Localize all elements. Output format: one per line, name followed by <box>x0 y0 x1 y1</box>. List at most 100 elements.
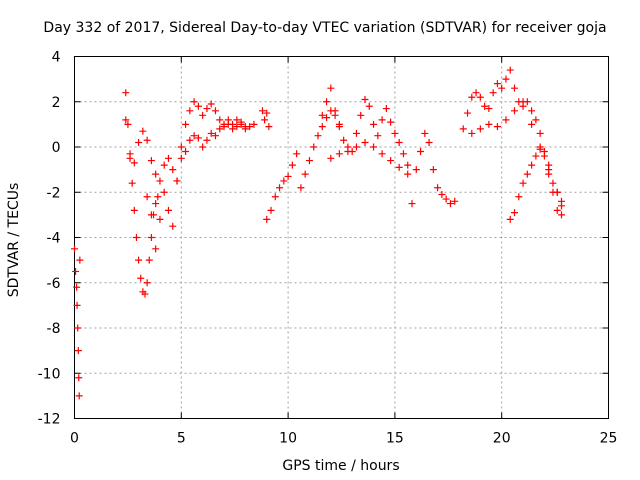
data-point <box>199 111 207 119</box>
data-point <box>216 116 224 124</box>
data-point <box>194 134 202 142</box>
data-point <box>152 200 160 208</box>
data-point <box>128 179 136 187</box>
data-point <box>152 170 160 178</box>
data-point <box>425 138 433 146</box>
data-point <box>156 215 164 223</box>
data-point <box>280 177 288 185</box>
data-point <box>75 374 83 382</box>
data-point <box>318 111 326 119</box>
y-tick-label: -8 <box>47 321 61 337</box>
data-point <box>365 102 373 110</box>
data-point <box>267 206 275 214</box>
data-point <box>152 245 160 253</box>
data-point <box>310 143 318 151</box>
data-point <box>549 179 557 187</box>
data-point <box>446 200 454 208</box>
data-point <box>412 166 420 174</box>
data-point <box>216 125 224 133</box>
data-point <box>540 152 548 160</box>
data-point <box>468 129 476 137</box>
data-point <box>417 148 425 156</box>
data-point <box>472 89 480 97</box>
data-point <box>387 118 395 126</box>
data-point <box>344 148 352 156</box>
data-point <box>451 197 459 205</box>
data-point <box>164 206 172 214</box>
data-point <box>154 193 162 201</box>
data-point <box>327 154 335 162</box>
data-point <box>378 116 386 124</box>
y-tick-label: 2 <box>52 95 61 111</box>
data-point <box>511 209 519 217</box>
data-point <box>169 222 177 230</box>
data-point <box>177 154 185 162</box>
x-tick-label: 10 <box>279 431 297 447</box>
data-point <box>408 200 416 208</box>
data-point <box>141 290 149 298</box>
data-point <box>147 211 155 219</box>
data-point <box>323 114 331 122</box>
data-point <box>233 123 241 131</box>
data-point <box>211 107 219 115</box>
data-point <box>126 150 134 158</box>
data-point <box>318 123 326 131</box>
y-tick-label: 0 <box>52 140 61 156</box>
data-point <box>361 138 369 146</box>
data-point <box>545 170 553 178</box>
data-point <box>263 215 271 223</box>
data-point <box>73 283 81 291</box>
data-point <box>241 123 249 131</box>
data-point <box>532 152 540 160</box>
data-point <box>506 66 514 74</box>
data-point <box>182 148 190 156</box>
data-point <box>485 120 493 128</box>
data-point <box>493 80 501 88</box>
data-point <box>261 116 269 124</box>
data-point <box>374 132 382 140</box>
data-point <box>387 157 395 165</box>
data-point <box>135 256 143 264</box>
data-point <box>135 138 143 146</box>
chart-title: Day 332 of 2017, Sidereal Day-to-day VTE… <box>43 20 606 36</box>
data-point <box>237 118 245 126</box>
data-point <box>130 206 138 214</box>
data-point <box>73 301 81 309</box>
data-point <box>75 392 83 400</box>
x-tick-label: 15 <box>386 431 404 447</box>
data-point <box>511 84 519 92</box>
data-point <box>147 157 155 165</box>
data-points <box>71 66 566 400</box>
data-point <box>160 161 168 169</box>
data-point <box>536 129 544 137</box>
data-point <box>122 116 130 124</box>
data-point <box>335 123 343 131</box>
data-point <box>137 274 145 282</box>
data-point <box>147 234 155 241</box>
data-point <box>476 125 484 133</box>
data-point <box>438 191 446 199</box>
x-tick-label: 0 <box>70 431 79 447</box>
data-point <box>558 202 566 210</box>
data-point <box>173 177 181 185</box>
data-point <box>357 111 365 119</box>
data-point <box>199 143 207 151</box>
x-tick-label: 5 <box>177 431 186 447</box>
data-point <box>558 211 566 219</box>
data-point <box>305 157 313 165</box>
data-point <box>553 206 561 214</box>
data-point <box>536 145 544 153</box>
data-point <box>143 193 151 201</box>
data-point <box>399 150 407 158</box>
data-point <box>314 132 322 140</box>
data-point <box>404 170 412 178</box>
data-point <box>143 279 151 287</box>
data-point <box>190 98 198 106</box>
data-point <box>489 89 497 97</box>
data-point <box>519 179 527 187</box>
data-point <box>297 184 305 192</box>
data-point <box>464 109 472 117</box>
data-point <box>288 161 296 169</box>
data-point <box>156 177 164 185</box>
